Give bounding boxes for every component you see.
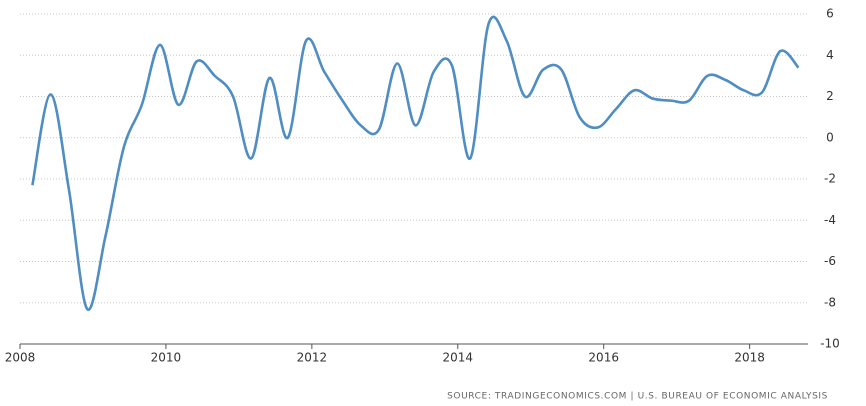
- x-tick-label: 2008: [5, 351, 36, 365]
- y-tick-label: 2: [826, 89, 834, 103]
- x-tick-label: 2014: [443, 351, 474, 365]
- x-tick-label: 2012: [297, 351, 328, 365]
- y-tick-label: 6: [826, 7, 834, 21]
- x-tick-label: 2016: [588, 351, 619, 365]
- y-tick-label: -8: [824, 295, 836, 309]
- y-tick-label: 4: [826, 48, 834, 62]
- y-tick-label: 0: [826, 130, 834, 144]
- x-tick-label: 2018: [734, 351, 765, 365]
- data-line: [31, 15, 800, 311]
- x-tick-label: 2010: [151, 351, 182, 365]
- y-tick-label: -6: [824, 254, 836, 268]
- y-tick-label: -2: [824, 172, 836, 186]
- source-note: SOURCE: TRADINGECONOMICS.COM | U.S. BURE…: [447, 392, 828, 402]
- y-tick-label: -4: [824, 213, 836, 227]
- y-tick-label: -10: [820, 337, 840, 351]
